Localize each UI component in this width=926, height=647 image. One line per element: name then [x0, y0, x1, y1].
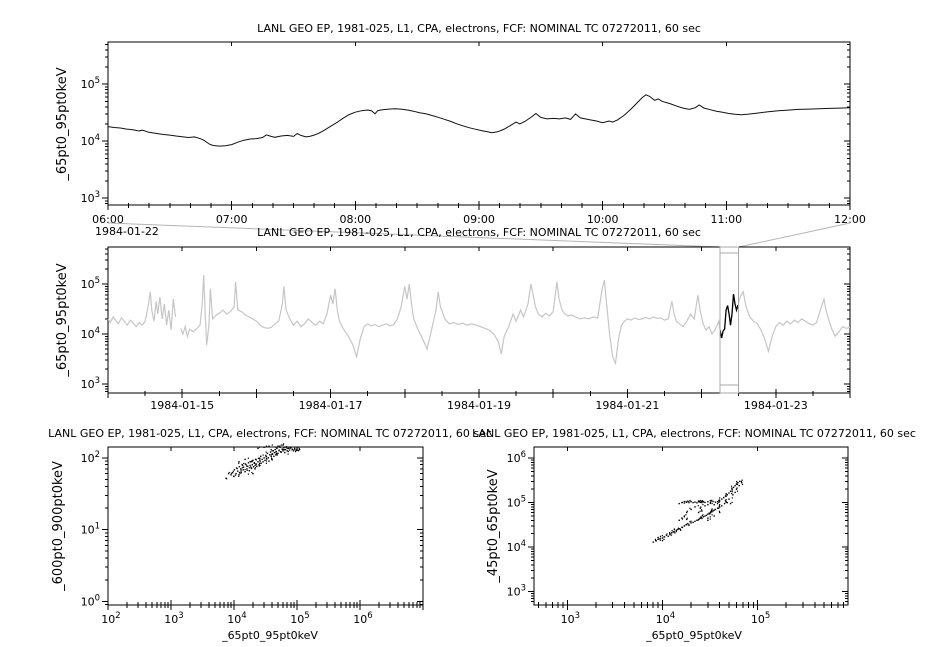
scatter-left-panel: 100 101 102 102 103 104 105 106	[81, 443, 424, 626]
svg-text:1984-01-15: 1984-01-15	[150, 399, 214, 412]
scatter-left-title: LANL GEO EP, 1981-025, L1, CPA, electron…	[48, 427, 492, 440]
svg-text:105: 105	[751, 611, 770, 626]
svg-text:1984-01-19: 1984-01-19	[447, 399, 511, 412]
scatter-left-xlabel: _65pt0_95pt0keV	[221, 629, 318, 642]
svg-text:102: 102	[81, 450, 100, 465]
top-panel-ylabel: _65pt0_95pt0keV	[55, 67, 70, 181]
svg-text:1984-01-23: 1984-01-23	[744, 399, 808, 412]
scatter-right-plot-area[interactable]	[533, 446, 849, 606]
svg-text:103: 103	[81, 376, 100, 391]
svg-text:06:00: 06:00	[92, 213, 124, 226]
svg-text:103: 103	[164, 611, 183, 626]
svg-text:101: 101	[81, 522, 100, 537]
svg-text:103: 103	[81, 190, 100, 205]
svg-text:106: 106	[507, 450, 526, 465]
scatter-left-points	[225, 443, 301, 480]
context-overview-panel: 103 104 105 1984-01-15 1984-01-17 1984-01-19 1…	[81, 222, 851, 412]
svg-text:103: 103	[507, 584, 526, 599]
context-panel-title: LANL GEO EP, 1981-025, L1, CPA, electron…	[257, 226, 701, 239]
zoom-connector-left	[107, 222, 721, 248]
svg-text:104: 104	[81, 133, 100, 148]
svg-text:104: 104	[81, 326, 100, 341]
context-highlight-segment	[719, 293, 739, 339]
svg-text:1984-01-21: 1984-01-21	[595, 399, 659, 412]
context-zoom-box[interactable]	[719, 246, 740, 394]
scatter-left-plot-area[interactable]	[107, 446, 424, 606]
svg-text:106: 106	[353, 611, 372, 626]
top-detail-panel: 103 104 105 06:00 07:00 08:00 09:00 10:00 11:00 1…	[81, 41, 866, 226]
svg-text:105: 105	[290, 611, 309, 626]
svg-text:104: 104	[227, 611, 246, 626]
scatter-right-points	[652, 479, 744, 543]
detail-series-line	[107, 94, 851, 147]
svg-text:105: 105	[81, 276, 100, 291]
top-panel-title: LANL GEO EP, 1981-025, L1, CPA, electron…	[257, 22, 701, 35]
svg-text:10:00: 10:00	[587, 213, 619, 226]
zoom-connector-right	[738, 222, 851, 248]
svg-text:12:00: 12:00	[834, 213, 866, 226]
svg-text:100: 100	[81, 593, 100, 608]
scatter-right-panel: 103 104 105 106 103 104 105	[507, 446, 849, 626]
svg-text:105: 105	[507, 495, 526, 510]
svg-text:104: 104	[656, 611, 675, 626]
svg-text:11:00: 11:00	[710, 213, 742, 226]
context-panel-ylabel: _65pt0_95pt0keV	[55, 263, 70, 377]
svg-text:105: 105	[81, 76, 100, 91]
svg-text:1984-01-17: 1984-01-17	[299, 399, 363, 412]
scatter-right-ylabel: _45pt0_65pt0keV	[486, 469, 501, 583]
svg-text:103: 103	[561, 611, 580, 626]
svg-text:08:00: 08:00	[339, 213, 371, 226]
scatter-right-title: LANL GEO EP, 1981-025, L1, CPA, electron…	[472, 427, 916, 440]
svg-text:07:00: 07:00	[216, 213, 248, 226]
top-panel-date-label: 1984-01-22	[95, 225, 159, 238]
svg-text:09:00: 09:00	[463, 213, 495, 226]
scatter-right-xlabel: _65pt0_95pt0keV	[645, 629, 742, 642]
svg-text:104: 104	[507, 539, 526, 554]
scatter-left-ylabel: _600pt0_900pt0keV	[51, 461, 66, 592]
svg-text:102: 102	[101, 611, 120, 626]
top-plot-area[interactable]	[107, 41, 851, 206]
